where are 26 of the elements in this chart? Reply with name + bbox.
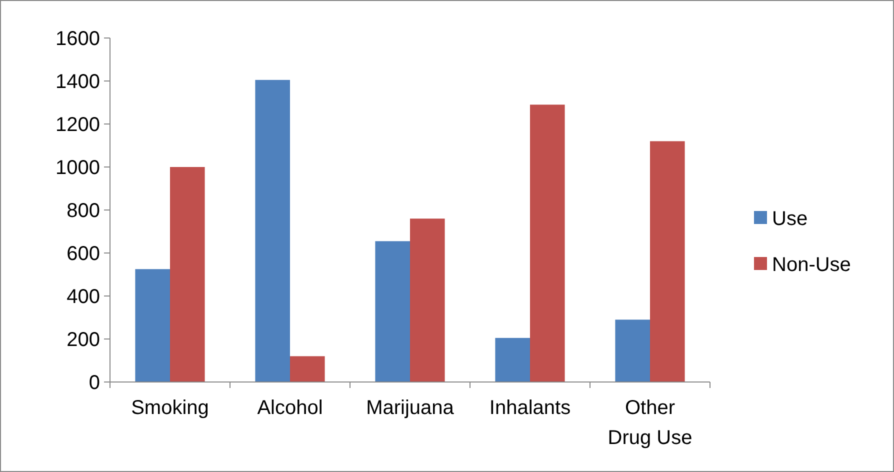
y-tick-label: 400 — [66, 286, 100, 308]
bar — [650, 141, 685, 382]
y-tick-label: 1200 — [56, 114, 100, 136]
y-tick-label: 600 — [66, 243, 100, 265]
bar — [615, 320, 650, 382]
bar — [530, 104, 565, 382]
legend-label: Non-Use — [772, 254, 851, 276]
bar — [290, 356, 325, 382]
x-tick-label: Smoking — [131, 397, 209, 419]
bar — [495, 338, 530, 382]
y-tick-label: 1600 — [56, 28, 100, 50]
x-tick-label: Alcohol — [257, 397, 323, 419]
x-tick-label: Other Drug Use — [608, 397, 692, 449]
y-tick-label: 1000 — [56, 157, 100, 179]
bar — [135, 269, 170, 382]
y-tick-label: 800 — [66, 200, 100, 222]
y-tick-label: 200 — [66, 329, 100, 351]
bar — [410, 218, 445, 382]
legend-label: Use — [772, 208, 808, 230]
x-tick-label: Marijuana — [366, 397, 455, 419]
bar — [170, 167, 205, 382]
bar — [375, 241, 410, 382]
y-tick-label: 1400 — [56, 71, 100, 93]
x-tick-label: Inhalants — [489, 397, 571, 419]
bar — [255, 80, 290, 382]
y-tick-label: 0 — [88, 372, 100, 394]
